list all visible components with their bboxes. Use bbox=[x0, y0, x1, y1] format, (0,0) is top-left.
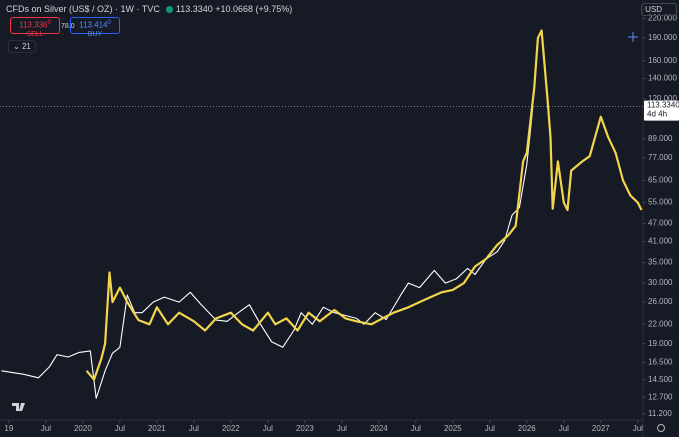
settings-icon bbox=[657, 424, 665, 432]
tv-logo bbox=[12, 403, 25, 411]
y-tick-label: 14.500 bbox=[648, 375, 673, 384]
x-tick-label: Jul bbox=[115, 424, 125, 433]
x-tick-label: 2026 bbox=[518, 424, 536, 433]
status-dot bbox=[165, 6, 173, 13]
y-tick-label: 30.000 bbox=[648, 278, 673, 287]
crosshair-icon bbox=[628, 32, 638, 42]
x-tick-label: 2023 bbox=[296, 424, 314, 433]
x-tick-label: 2024 bbox=[370, 424, 388, 433]
currency: USD bbox=[645, 5, 662, 14]
indicators-toggle[interactable]: ⌄ 21 bbox=[8, 40, 36, 53]
y-tick-label: 47.000 bbox=[648, 219, 673, 228]
last-price: 113.3340 bbox=[175, 4, 213, 14]
y-tick-label: 41.000 bbox=[648, 237, 673, 246]
spread: 78.0 bbox=[61, 23, 75, 30]
y-tick-label: 140.000 bbox=[648, 74, 677, 83]
x-tick-label: Jul bbox=[411, 424, 421, 433]
y-tick-label: 12.700 bbox=[648, 392, 673, 401]
x-tick-label: Jul bbox=[263, 424, 273, 433]
y-tick-label: 55.000 bbox=[648, 198, 673, 207]
sell-label: SELL bbox=[26, 30, 44, 38]
symbol-header: CFDs on Silver (US$ / OZ) · 1W · TVC 113.… bbox=[6, 4, 292, 14]
x-tick-label: 2027 bbox=[592, 424, 610, 433]
x-tick-label: Jul bbox=[559, 424, 569, 433]
sell-price: 113.336 bbox=[19, 20, 48, 30]
y-tick-label: 16.500 bbox=[648, 358, 673, 367]
buy-button[interactable]: 113.4140 BUY bbox=[70, 17, 120, 38]
x-tick-label: 2020 bbox=[74, 424, 92, 433]
series-line bbox=[1, 106, 534, 399]
symbol[interactable]: CFDs on Silver (US$ / OZ) · 1W · TVC bbox=[6, 4, 160, 14]
y-tick-label: 11.200 bbox=[648, 409, 672, 418]
y-tick-label: 160.000 bbox=[648, 56, 677, 65]
currency-select[interactable]: USD bbox=[641, 3, 677, 16]
y-tick-label: 190.000 bbox=[648, 33, 677, 42]
x-tick-label: Jul bbox=[485, 424, 495, 433]
x-tick-label: 2025 bbox=[444, 424, 462, 433]
x-tick-label: 2021 bbox=[148, 424, 166, 433]
price-label: 113.3340 bbox=[647, 101, 679, 110]
x-tick-label: Jul bbox=[633, 424, 643, 433]
buy-price: 113.414 bbox=[79, 20, 108, 30]
sell-button[interactable]: 113.3360 SELL bbox=[10, 17, 60, 38]
x-tick-label: 2022 bbox=[222, 424, 240, 433]
sell-sup: 0 bbox=[47, 20, 51, 26]
x-tick-label: Jul bbox=[189, 424, 199, 433]
buy-sup: 0 bbox=[107, 20, 111, 26]
price-label-box bbox=[644, 100, 679, 121]
x-tick-label: 19 bbox=[4, 424, 13, 433]
y-tick-label: 35.000 bbox=[648, 258, 673, 267]
y-tick-label: 120.000 bbox=[648, 94, 677, 103]
y-tick-label: 26.000 bbox=[648, 297, 673, 306]
indicator-count: 21 bbox=[21, 42, 31, 51]
series-line bbox=[85, 29, 643, 381]
x-tick-label: Jul bbox=[41, 424, 51, 433]
change: +10.0668 (+9.75%) bbox=[215, 4, 293, 14]
y-tick-label: 77.000 bbox=[648, 153, 673, 162]
countdown: 4d 4h bbox=[647, 110, 667, 119]
x-tick-label: Jul bbox=[337, 424, 347, 433]
y-tick-label: 89.000 bbox=[648, 134, 673, 143]
buy-label: BUY bbox=[87, 30, 103, 38]
y-tick-label: 220.000 bbox=[648, 14, 677, 23]
y-tick-label: 65.000 bbox=[648, 176, 673, 185]
y-tick-label: 19.000 bbox=[648, 339, 673, 348]
y-tick-label: 22.000 bbox=[648, 319, 673, 328]
